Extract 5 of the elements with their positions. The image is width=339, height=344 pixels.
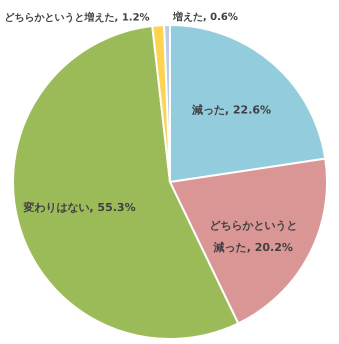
slice-label: どちらかというと増えた, 1.2%: [4, 11, 150, 24]
slice-label: 変わりはない, 55.3%: [22, 201, 136, 214]
slice-label: 減った, 22.6%: [190, 104, 272, 117]
slice-label: どちらかというと減った, 20.2%: [209, 218, 298, 254]
slice-label: 増えた, 0.6%: [172, 11, 238, 24]
